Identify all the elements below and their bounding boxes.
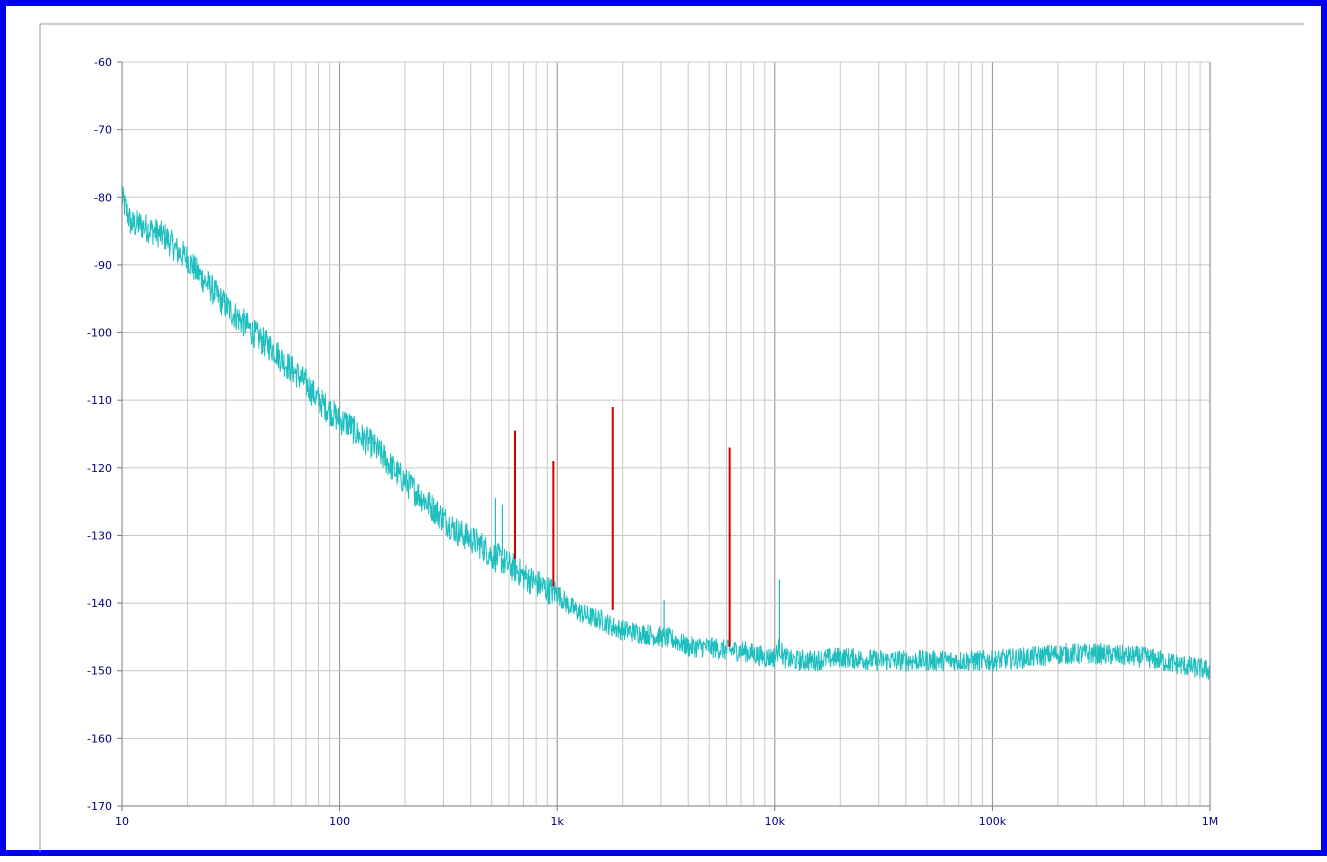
y-tick-labels: -60 -70 -80 -90 -100 -110 -120 -130 -140 -150 -160… xyxy=(87,56,122,813)
noise-trace-line xyxy=(121,186,1211,680)
outer-frame-lines xyxy=(39,23,1304,852)
y-tick-label: -80 xyxy=(94,191,112,204)
plot-area-background xyxy=(122,62,1210,806)
x-tick-label: 100k xyxy=(979,815,1007,828)
chart-svg: -60 -70 -80 -90 -100 -110 -120 -130 -140 -150 -160… xyxy=(39,23,1304,852)
x-tick-label: 1M xyxy=(1202,815,1219,828)
y-tick-label: -150 xyxy=(87,665,112,678)
y-tick-label: -130 xyxy=(87,529,112,542)
y-tick-label: -90 xyxy=(94,259,112,272)
y-tick-label: -60 xyxy=(94,56,112,69)
y-tick-label: -70 xyxy=(94,124,112,137)
y-tick-label: -110 xyxy=(87,394,112,407)
grid-minor xyxy=(187,62,1201,806)
y-tick-label: -160 xyxy=(87,732,112,745)
x-tick-label: 10 xyxy=(115,815,129,828)
y-tick-label: -170 xyxy=(87,800,112,813)
y-tick-label: -140 xyxy=(87,597,112,610)
y-tick-label: -120 xyxy=(87,462,112,475)
x-tick-labels: 10 100 1k 10k 100k 1M xyxy=(115,806,1218,828)
x-tick-label: 10k xyxy=(765,815,786,828)
x-tick-label: 100 xyxy=(329,815,350,828)
axes xyxy=(121,61,1211,807)
series-layer xyxy=(121,186,1211,680)
x-tick-label: 1k xyxy=(551,815,565,828)
y-tick-label: -100 xyxy=(87,327,112,340)
